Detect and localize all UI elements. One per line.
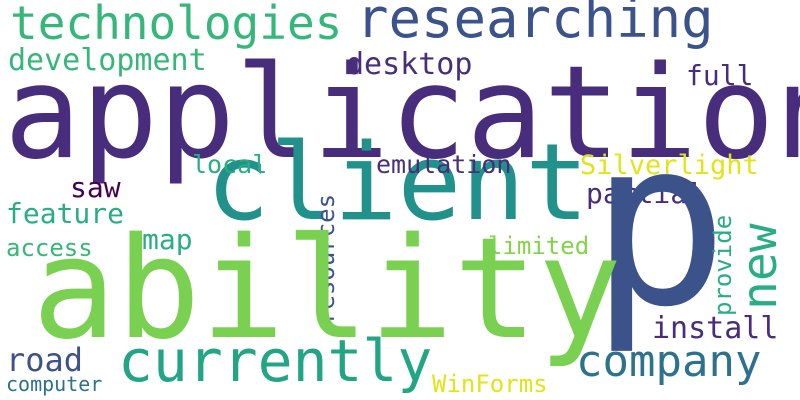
word-local: local — [192, 150, 268, 179]
word-application: application — [4, 39, 800, 188]
word-company: company — [576, 336, 762, 387]
word-currently: currently — [118, 327, 433, 395]
word-road: road — [6, 341, 84, 379]
word-p: p — [590, 91, 729, 358]
word-ability: ability — [32, 208, 623, 371]
word-researching: researching — [356, 0, 714, 50]
word-feature: feature — [6, 197, 125, 230]
word-client: client — [206, 121, 589, 244]
word-desktop: desktop — [346, 47, 473, 82]
word-winforms: WinForms — [432, 370, 548, 398]
word-full: full — [686, 59, 754, 92]
word-access: access — [6, 234, 93, 262]
word-technologies: technologies — [10, 0, 343, 50]
word-emulation: emulation — [376, 150, 512, 179]
word-computer: computer — [6, 372, 103, 396]
word-install: install — [652, 311, 779, 346]
word-provide: provide — [709, 214, 737, 316]
word-partial: partial — [586, 177, 705, 210]
word-new: new — [732, 223, 788, 310]
word-limited: limited — [488, 232, 590, 260]
word-development: development — [8, 43, 207, 78]
word-map: map — [142, 223, 193, 256]
word-saw: saw — [70, 171, 121, 204]
word-silverlight: Silverlight — [580, 150, 759, 181]
